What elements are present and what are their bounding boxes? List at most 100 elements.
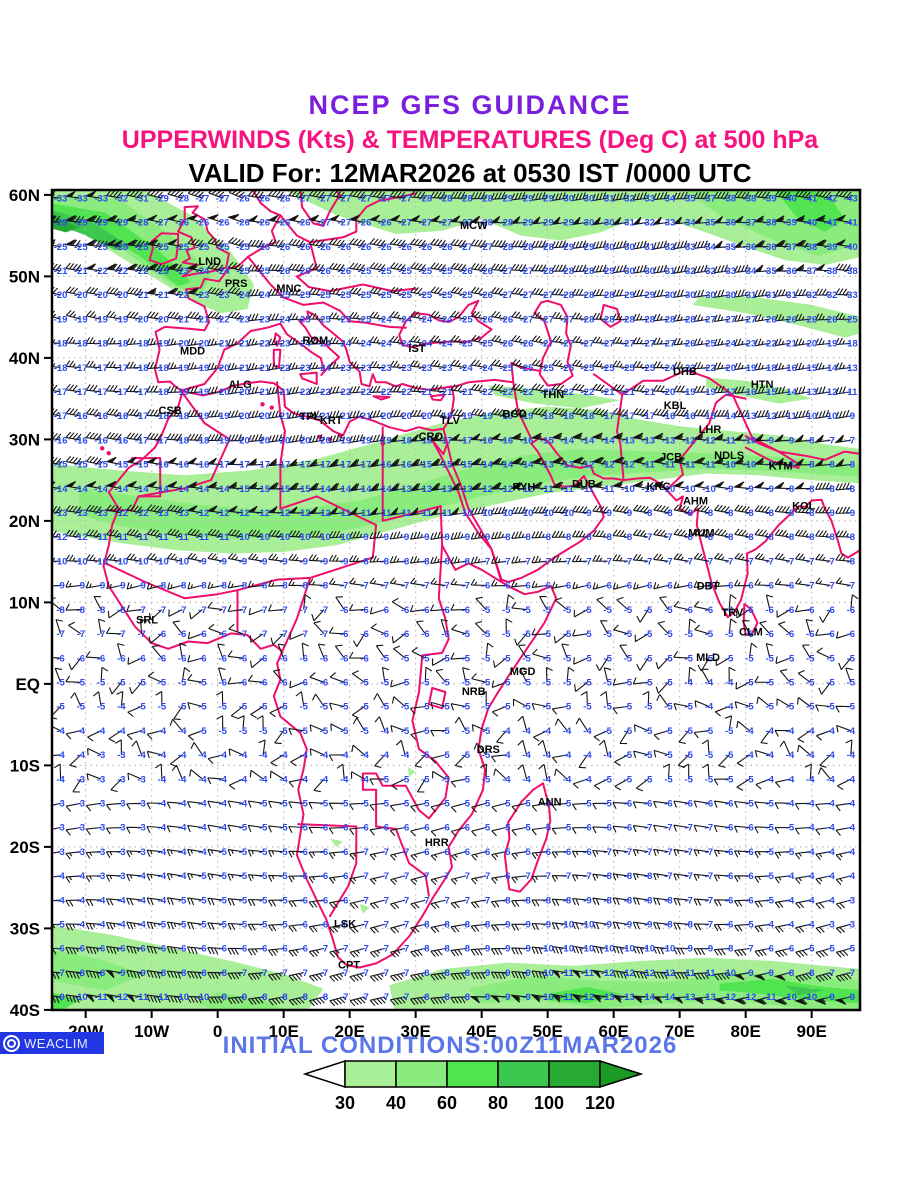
svg-text:-17: -17: [621, 411, 635, 422]
svg-text:-5: -5: [847, 653, 856, 664]
svg-text:-5: -5: [684, 750, 693, 761]
svg-text:-8: -8: [158, 968, 166, 979]
svg-text:-9: -9: [766, 435, 774, 446]
legend-label-100: 100: [534, 1093, 564, 1113]
svg-text:-22: -22: [378, 387, 392, 398]
svg-text:-26: -26: [783, 314, 797, 325]
legend-label-60: 60: [437, 1093, 457, 1113]
svg-text:-14: -14: [662, 992, 676, 1003]
svg-text:-11: -11: [439, 508, 453, 519]
svg-text:-5: -5: [522, 629, 531, 640]
svg-text:-7: -7: [401, 871, 409, 882]
svg-text:-8: -8: [806, 968, 814, 979]
svg-text:-5: -5: [543, 702, 552, 713]
svg-text:-4: -4: [847, 847, 856, 858]
svg-text:-7: -7: [299, 968, 307, 979]
svg-text:-5: -5: [745, 920, 754, 931]
svg-text:-26: -26: [763, 314, 777, 325]
svg-text:-8: -8: [218, 968, 226, 979]
svg-text:-18: -18: [74, 339, 88, 350]
axes-layer: 60N50N40N30N20N10NEQ10S20S30S40S20W10W01…: [9, 186, 862, 1041]
svg-text:-4: -4: [360, 774, 369, 785]
svg-text:-6: -6: [421, 629, 429, 640]
svg-text:-36: -36: [743, 242, 757, 253]
svg-text:-5: -5: [299, 702, 308, 713]
city-label-trv: TRV: [722, 607, 744, 619]
svg-text:-19: -19: [439, 411, 453, 422]
svg-text:-22: -22: [702, 363, 716, 374]
svg-text:-5: -5: [218, 847, 227, 858]
svg-text:-28: -28: [581, 290, 595, 301]
svg-text:-5: -5: [725, 774, 734, 785]
city-label-jcb: JCB: [660, 452, 682, 464]
svg-text:-16: -16: [378, 460, 392, 471]
svg-text:-24: -24: [398, 339, 412, 350]
svg-text:-8: -8: [441, 920, 449, 931]
svg-text:-6: -6: [462, 847, 470, 858]
svg-text:-4: -4: [847, 798, 856, 809]
svg-text:-8: -8: [198, 968, 206, 979]
svg-text:-4: -4: [806, 726, 815, 737]
svg-text:-5: -5: [218, 871, 227, 882]
svg-text:-22: -22: [297, 387, 311, 398]
y-tick-20N: 20N: [9, 512, 40, 531]
svg-text:-4: -4: [239, 750, 248, 761]
svg-text:-6: -6: [786, 629, 794, 640]
svg-text:-4: -4: [766, 750, 775, 761]
svg-text:-31: -31: [763, 290, 777, 301]
svg-text:-29: -29: [94, 218, 108, 229]
svg-text:-7: -7: [543, 556, 551, 567]
svg-text:-19: -19: [358, 435, 372, 446]
svg-text:-7: -7: [381, 847, 389, 858]
svg-text:-17: -17: [601, 411, 615, 422]
svg-text:-14: -14: [783, 387, 797, 398]
svg-text:-23: -23: [196, 290, 210, 301]
svg-text:-9: -9: [56, 992, 64, 1003]
svg-text:-5: -5: [401, 702, 410, 713]
svg-text:-7: -7: [320, 605, 328, 616]
svg-text:-8: -8: [644, 871, 652, 882]
svg-text:-6: -6: [340, 871, 348, 882]
svg-text:-5: -5: [583, 629, 592, 640]
svg-text:-6: -6: [320, 823, 328, 834]
svg-text:-15: -15: [135, 460, 149, 471]
svg-text:-5: -5: [279, 798, 288, 809]
svg-text:-13: -13: [621, 435, 635, 446]
svg-text:-4: -4: [786, 774, 795, 785]
svg-text:-4: -4: [806, 847, 815, 858]
svg-text:-6: -6: [766, 944, 774, 955]
svg-text:-5: -5: [279, 920, 288, 931]
svg-text:-7: -7: [401, 992, 409, 1003]
svg-text:-8: -8: [684, 508, 692, 519]
city-label-ktm: KTM: [769, 460, 793, 472]
svg-text:-5: -5: [603, 774, 612, 785]
svg-text:-12: -12: [277, 508, 291, 519]
city-label-mld: MLD: [696, 652, 720, 664]
svg-text:-8: -8: [543, 532, 551, 543]
svg-text:-11: -11: [155, 532, 169, 543]
svg-text:-12: -12: [601, 968, 615, 979]
svg-text:-3: -3: [117, 750, 125, 761]
svg-text:-12: -12: [236, 508, 250, 519]
svg-text:-10: -10: [520, 508, 534, 519]
svg-text:-5: -5: [482, 750, 491, 761]
svg-text:-4: -4: [178, 750, 187, 761]
svg-text:-28: -28: [479, 218, 493, 229]
svg-text:-27: -27: [520, 290, 534, 301]
svg-text:-8: -8: [806, 508, 814, 519]
svg-text:-5: -5: [462, 677, 471, 688]
svg-text:-19: -19: [479, 411, 493, 422]
svg-text:-27: -27: [662, 339, 676, 350]
svg-text:-3: -3: [77, 798, 85, 809]
svg-text:-25: -25: [337, 314, 351, 325]
svg-text:-6: -6: [401, 605, 409, 616]
svg-text:-31: -31: [601, 193, 615, 204]
svg-text:-36: -36: [763, 242, 777, 253]
svg-text:-6: -6: [340, 895, 348, 906]
svg-text:-6: -6: [218, 944, 226, 955]
svg-text:-10: -10: [702, 484, 716, 495]
svg-text:-23: -23: [216, 290, 230, 301]
svg-text:-4: -4: [766, 920, 775, 931]
svg-text:-27: -27: [297, 193, 311, 204]
svg-text:-7: -7: [381, 895, 389, 906]
